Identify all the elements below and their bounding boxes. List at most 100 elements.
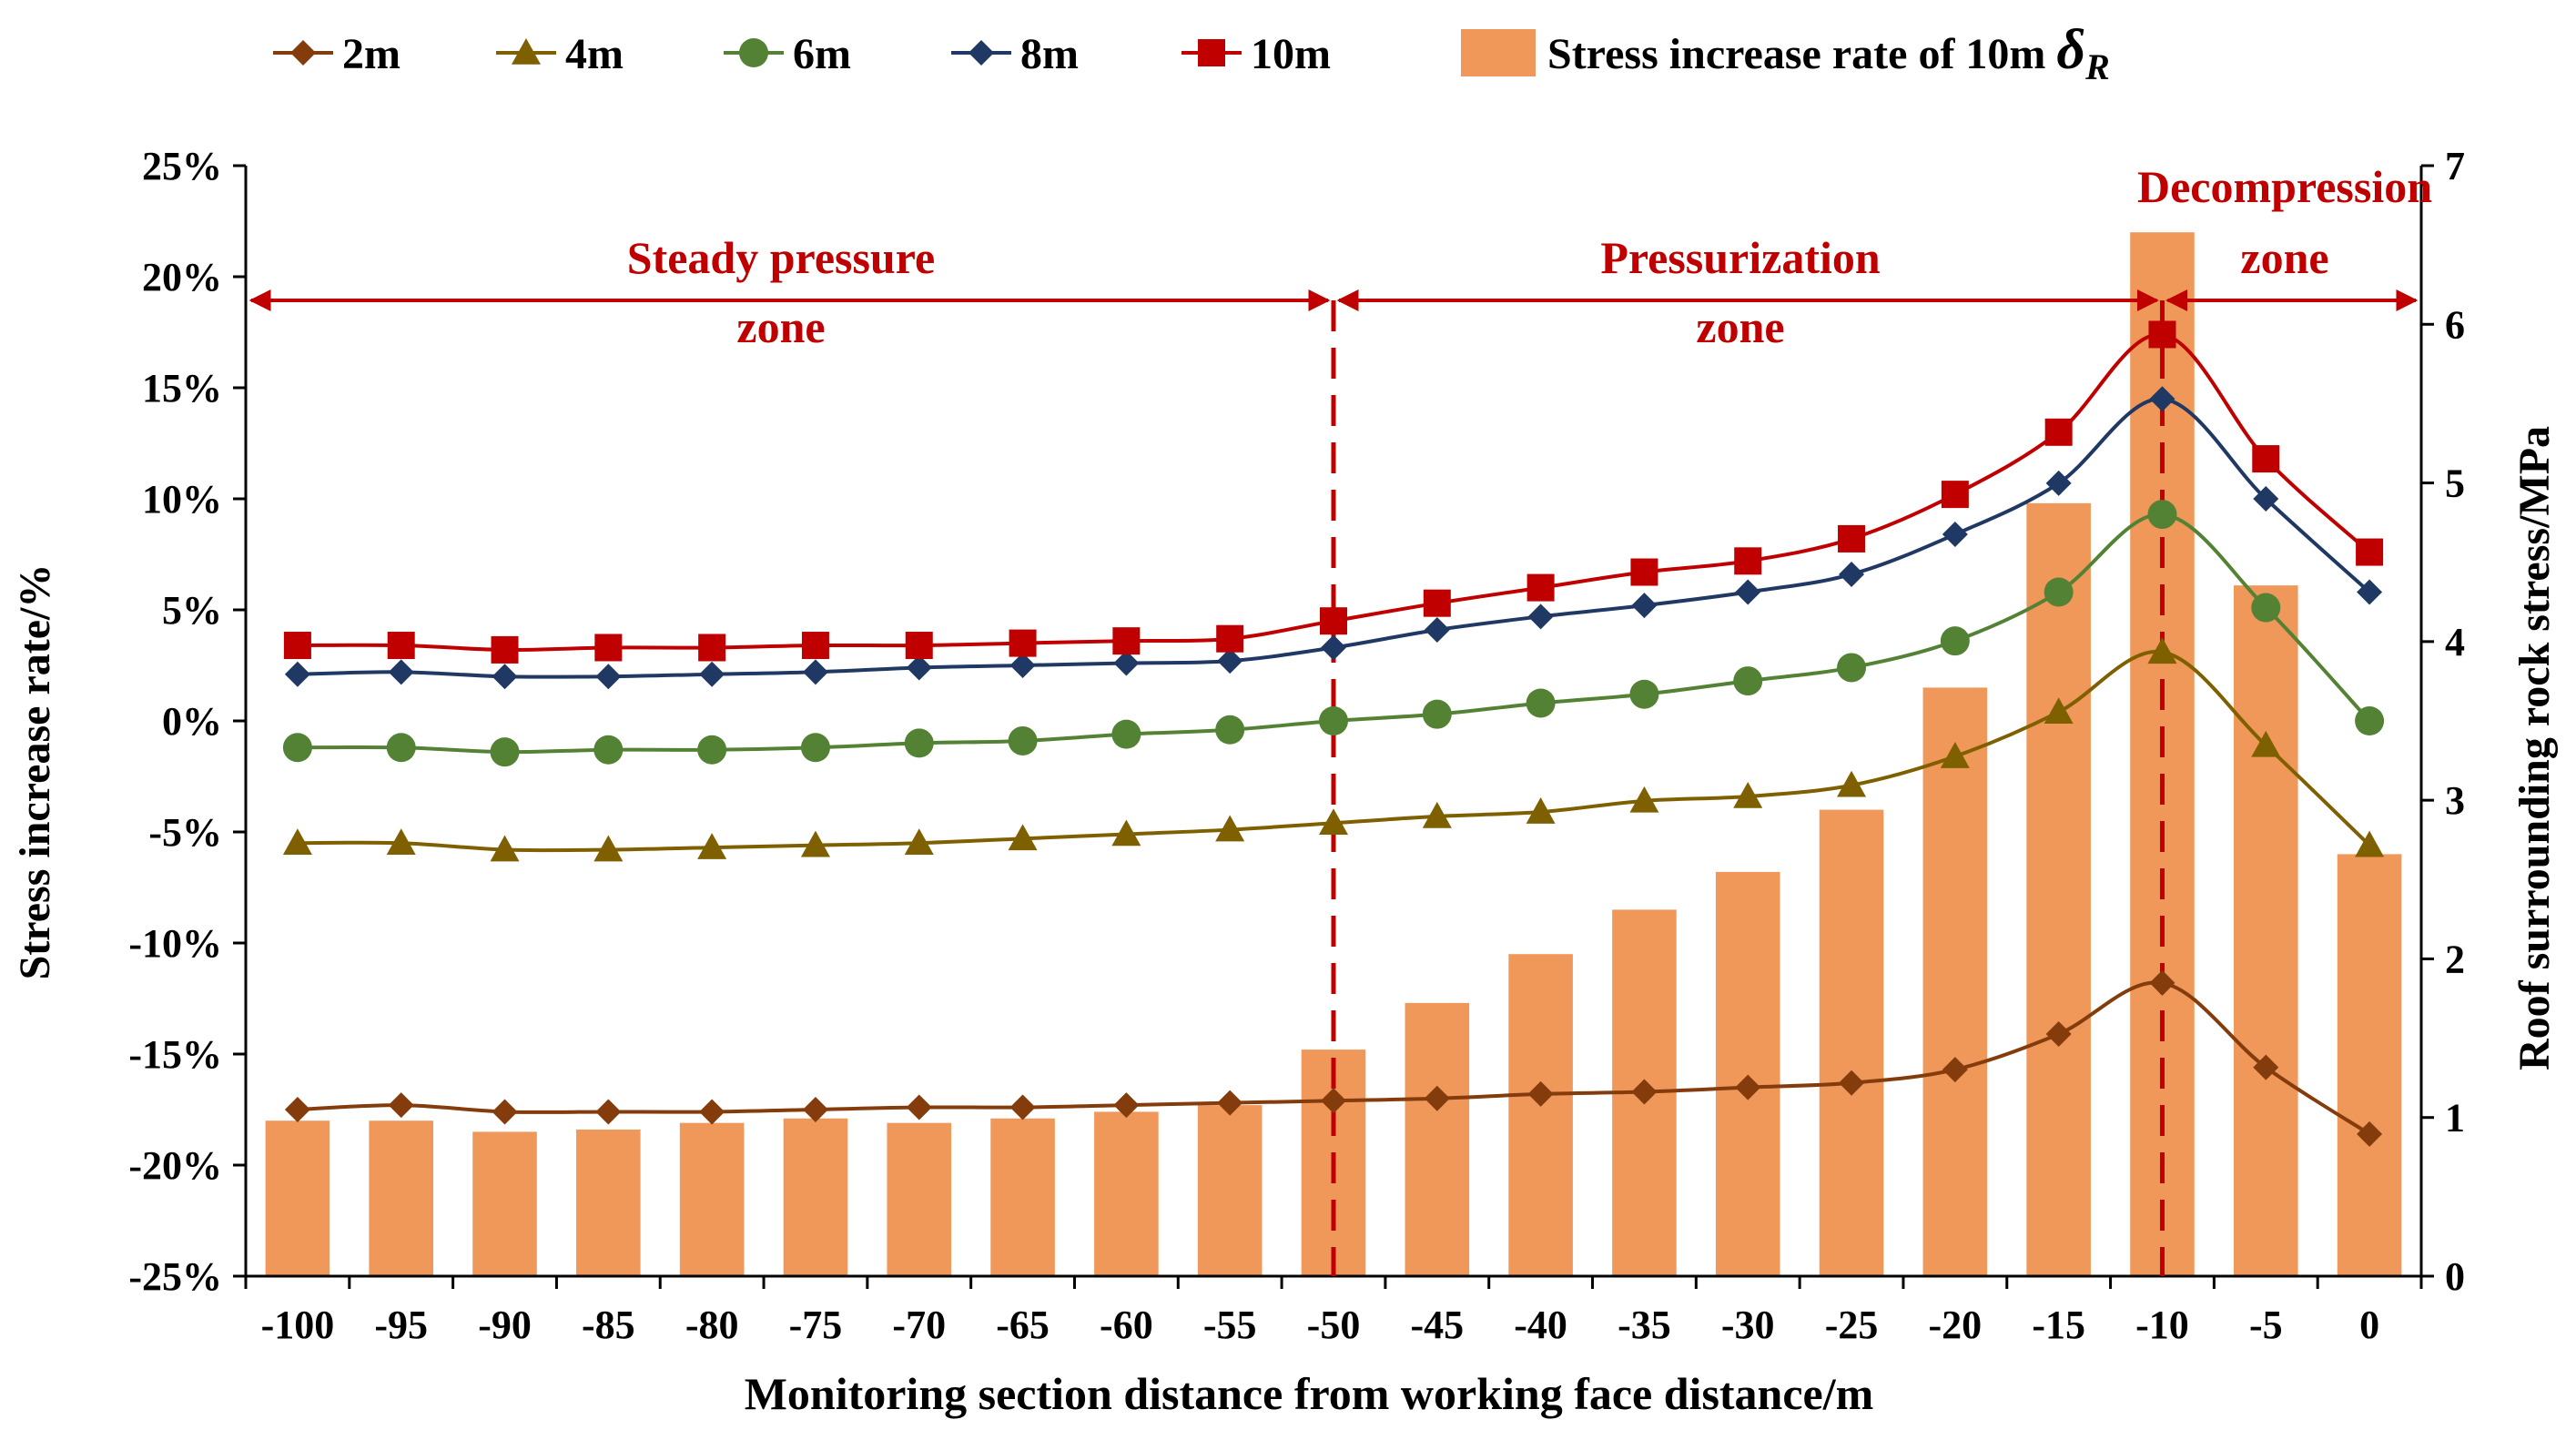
x-tick-label: -10 <box>2135 1303 2189 1347</box>
bar--60 <box>1094 1111 1159 1276</box>
x-tick-label: -40 <box>1514 1303 1567 1347</box>
y-axis-label-left: Stress increase rate/% <box>11 564 59 980</box>
bar--90 <box>472 1131 537 1276</box>
legend-item-8m: 8m <box>951 30 1079 78</box>
point-10m--55 <box>1216 624 1244 653</box>
point-6m--75 <box>800 733 830 763</box>
point-10m--60 <box>1112 627 1141 655</box>
point-8m--15 <box>2045 470 2072 496</box>
point-10m--45 <box>1423 589 1451 617</box>
x-tick-label: -95 <box>374 1303 428 1347</box>
x-tick-label: -15 <box>2032 1303 2085 1347</box>
point-2m--85 <box>595 1099 622 1125</box>
point-8m--65 <box>1009 653 1036 678</box>
legend-label: 2m <box>342 30 401 78</box>
x-tick-label: -65 <box>996 1303 1050 1347</box>
right-tick-label: 3 <box>2445 778 2465 823</box>
left-tick-label: 5% <box>162 588 222 633</box>
point-6m--15 <box>2044 577 2074 607</box>
point-6m--20 <box>1940 626 1970 656</box>
point-4m--35 <box>1629 786 1659 813</box>
point-2m--55 <box>1217 1090 1243 1116</box>
point-10m--80 <box>698 634 726 662</box>
bar--100 <box>265 1120 330 1276</box>
point-6m--10 <box>2147 500 2177 530</box>
bar--45 <box>1405 1002 1470 1276</box>
point-8m-0 <box>2357 579 2383 605</box>
point-8m--45 <box>1424 616 1450 643</box>
x-tick-label: -85 <box>582 1303 635 1347</box>
series-4m <box>282 637 2385 862</box>
bar--70 <box>887 1122 952 1276</box>
bar--55 <box>1197 1105 1263 1276</box>
left-tick-label: -15% <box>128 1032 222 1077</box>
point-6m--30 <box>1733 666 1763 696</box>
point-8m--70 <box>906 654 932 681</box>
point-4m--15 <box>2044 697 2074 725</box>
point-8m--55 <box>1217 648 1243 674</box>
point-6m--50 <box>1319 706 1348 735</box>
point-10m--35 <box>1630 558 1658 586</box>
point-2m-0 <box>2357 1120 2383 1147</box>
point-2m--70 <box>906 1094 932 1120</box>
zone-label: Decompression <box>2137 161 2432 212</box>
point-6m--70 <box>904 728 934 758</box>
bar--65 <box>990 1118 1055 1276</box>
point-10m--75 <box>801 632 829 660</box>
point-4m--40 <box>1526 797 1556 824</box>
legend-label: 6m <box>793 30 851 78</box>
bar--75 <box>783 1118 848 1276</box>
point-2m--5 <box>2253 1054 2279 1080</box>
point-2m--45 <box>1424 1085 1450 1111</box>
point-8m--30 <box>1735 579 1761 605</box>
series-8m <box>284 386 2383 690</box>
point-4m-0 <box>2355 830 2385 857</box>
point-8m--100 <box>284 661 310 687</box>
legend-marker <box>290 40 316 66</box>
bar--40 <box>1508 954 1573 1276</box>
point-2m--50 <box>1321 1088 1346 1114</box>
point-10m--25 <box>1838 524 1866 553</box>
legend-item-6m: 6m <box>724 30 851 78</box>
point-2m--15 <box>2045 1021 2072 1048</box>
bar--95 <box>369 1120 433 1276</box>
point-2m--20 <box>1942 1057 1968 1083</box>
point-10m--20 <box>1941 481 1969 509</box>
y-axis-label-right: Roof surrounding rock stress/MPa <box>2510 426 2559 1070</box>
point-2m--30 <box>1735 1074 1761 1100</box>
point-6m--35 <box>1629 679 1659 709</box>
left-tick-label: 25% <box>142 144 222 188</box>
point-2m--25 <box>1839 1070 1865 1096</box>
legend-bar-swatch <box>1461 29 1536 76</box>
point-8m--10 <box>2149 386 2175 412</box>
point-6m--45 <box>1422 699 1452 729</box>
point-6m--40 <box>1526 688 1556 718</box>
right-tick-label: 5 <box>2445 461 2465 506</box>
right-tick-label: 2 <box>2445 937 2465 981</box>
point-4m--60 <box>1111 819 1141 847</box>
bar--30 <box>1715 871 1780 1276</box>
left-tick-label: 10% <box>142 477 222 522</box>
x-tick-label: -60 <box>1100 1303 1153 1347</box>
legend: 2m 4m 6m 8m 10m Stress increase rate of 10m δ… <box>273 19 2110 87</box>
bar--20 <box>1922 687 1988 1276</box>
x-tick-label: -100 <box>261 1303 335 1347</box>
point-8m--40 <box>1527 603 1554 630</box>
point-10m--90 <box>491 635 519 664</box>
right-tick-label: 7 <box>2445 144 2465 188</box>
legend-label: 4m <box>565 30 624 78</box>
bar--15 <box>2026 502 2091 1276</box>
point-6m--25 <box>1837 653 1867 683</box>
zone-label: Steady pressure <box>627 232 935 283</box>
legend-item-10m: 10m <box>1182 30 1331 78</box>
point-4m--5 <box>2251 730 2281 757</box>
point-4m--95 <box>386 828 416 855</box>
axes: -25% -20% -15% -10% -5% 0% 5% 10% 15% 20% 25% 0 1 2 3 4… <box>128 144 2465 1347</box>
point-4m--10 <box>2147 637 2177 664</box>
point-2m--90 <box>492 1099 518 1125</box>
point-10m--85 <box>594 634 623 662</box>
point-8m--85 <box>595 664 622 690</box>
point-4m--75 <box>800 830 830 857</box>
left-tick-label: -5% <box>148 810 222 855</box>
legend-marker <box>969 40 994 66</box>
